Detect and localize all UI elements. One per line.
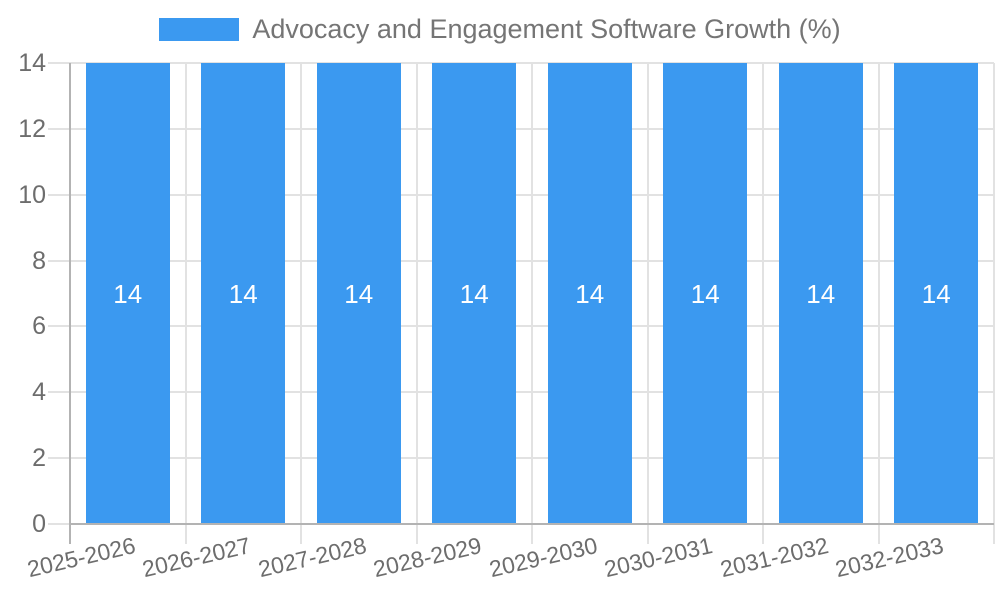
y-tick-label: 8 xyxy=(32,246,46,275)
v-gridline xyxy=(762,63,764,544)
bar xyxy=(547,63,632,524)
h-gridline xyxy=(48,127,994,130)
v-gridline xyxy=(415,63,418,544)
x-tick-label: 2032-2033 xyxy=(833,532,947,583)
x-axis-line xyxy=(70,523,994,525)
v-gridline xyxy=(877,63,880,544)
y-tick-label: 2 xyxy=(32,444,46,473)
x-tick-label: 2028-2029 xyxy=(371,532,485,583)
x-tick-label: 2025-2026 xyxy=(24,532,138,583)
bar-value-label: 14 xyxy=(113,278,143,309)
bar-value-label: 14 xyxy=(228,278,258,309)
bar xyxy=(894,63,979,524)
bar xyxy=(316,63,401,524)
legend-swatch-icon xyxy=(159,17,240,41)
bar xyxy=(663,63,748,524)
bar-value-label: 14 xyxy=(575,278,605,309)
x-tick-label: 2027-2028 xyxy=(255,532,369,583)
y-tick-label: 14 xyxy=(18,49,46,77)
y-axis-line xyxy=(69,63,71,544)
h-gridline xyxy=(48,325,994,328)
bar-value-label: 14 xyxy=(806,278,836,309)
v-gridline xyxy=(531,63,533,544)
y-tick-label: 4 xyxy=(32,378,46,407)
bar xyxy=(85,63,170,524)
x-tick-label: 2029-2030 xyxy=(486,532,600,583)
h-gridline xyxy=(48,457,994,460)
bar-value-label: 14 xyxy=(344,278,374,309)
x-tick-label: 2031-2032 xyxy=(717,532,831,583)
bar-value-label: 14 xyxy=(459,278,489,309)
chart-legend: Advocacy and Engagement Software Growth … xyxy=(0,14,1000,44)
h-gridline xyxy=(48,193,994,196)
bar-value-label: 14 xyxy=(921,278,951,309)
v-gridline xyxy=(300,63,302,544)
y-tick-label: 6 xyxy=(32,312,46,341)
y-tick-label: 0 xyxy=(32,510,46,538)
x-tick-label: 2026-2027 xyxy=(140,532,254,583)
y-tick-label: 12 xyxy=(18,114,46,143)
h-gridline xyxy=(48,259,994,262)
h-gridline xyxy=(48,391,994,394)
legend-label: Advocacy and Engagement Software Growth … xyxy=(252,14,841,44)
h-gridline xyxy=(48,62,994,64)
y-tick-label: 10 xyxy=(18,180,46,209)
bar-value-label: 14 xyxy=(690,278,720,309)
x-tick-label: 2030-2031 xyxy=(602,532,716,583)
bar xyxy=(201,63,286,524)
v-gridline xyxy=(646,63,649,544)
bar xyxy=(432,63,517,524)
bar xyxy=(778,63,863,524)
v-gridline xyxy=(993,63,995,544)
v-gridline xyxy=(184,63,187,544)
